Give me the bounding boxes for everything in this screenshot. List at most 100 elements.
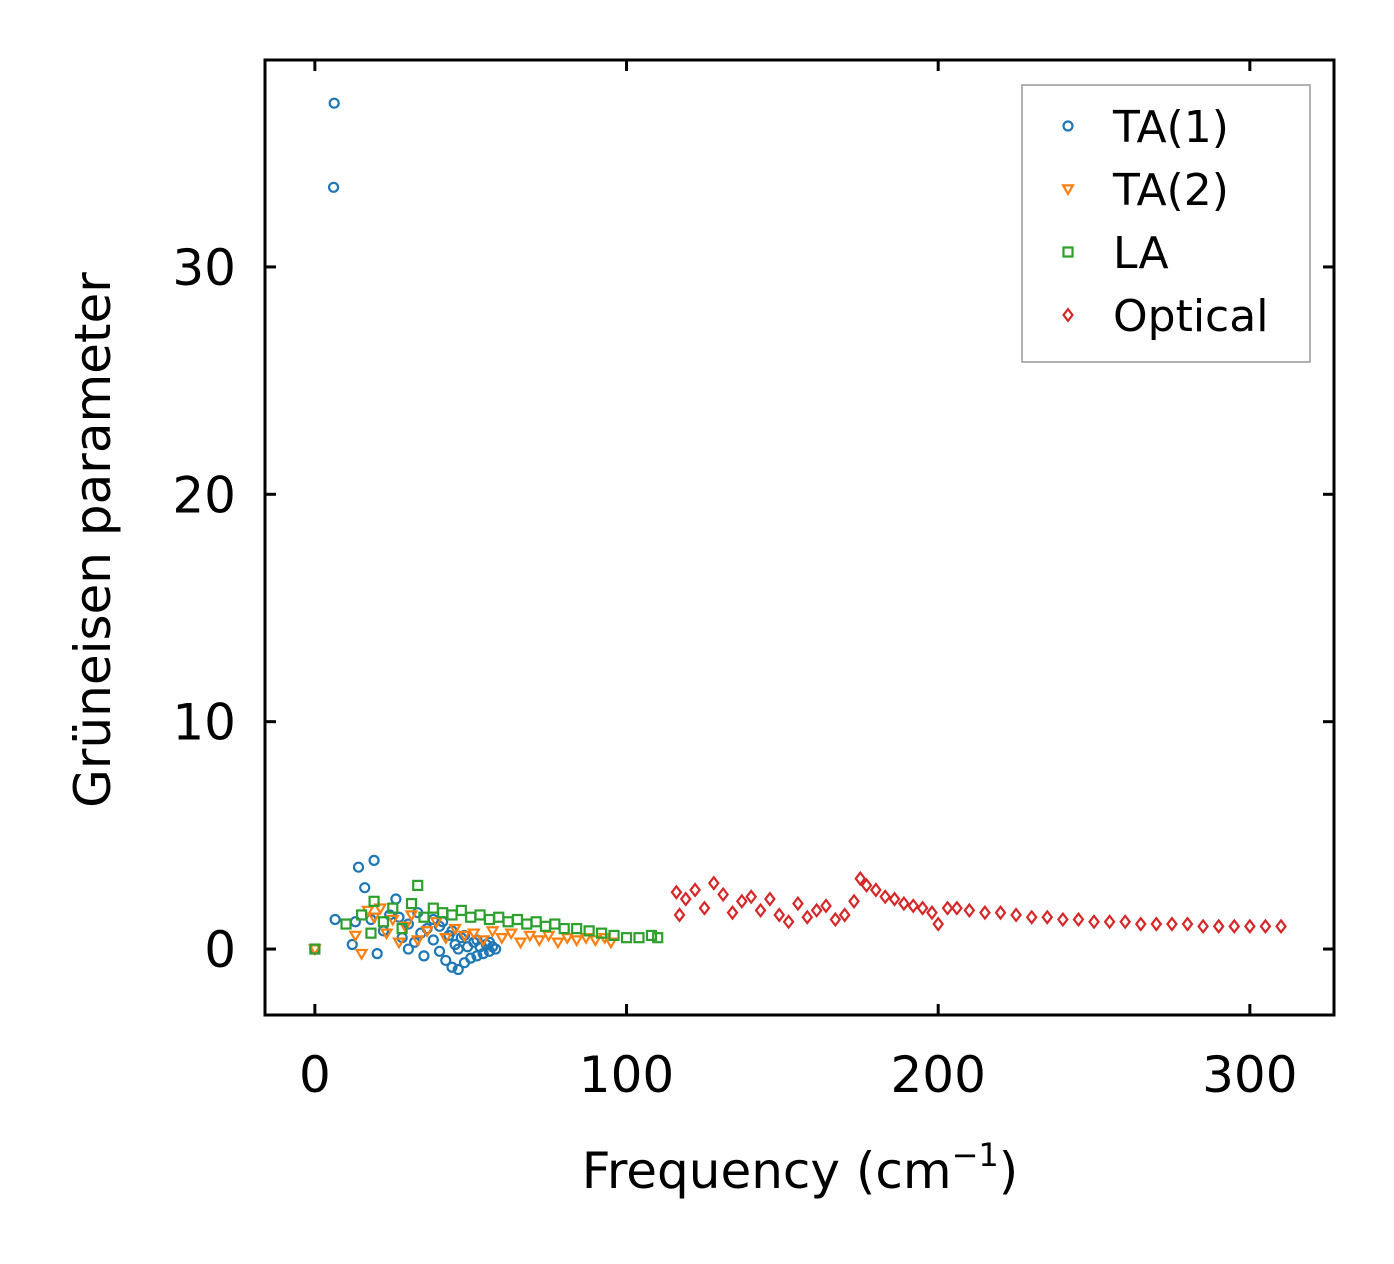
data-point <box>810 902 823 919</box>
data-point <box>773 907 786 923</box>
data-point <box>689 882 701 898</box>
data-point <box>377 916 390 928</box>
data-point <box>359 882 371 894</box>
data-point <box>735 893 748 909</box>
data-point <box>926 905 938 921</box>
data-point <box>327 181 340 193</box>
data-point <box>446 961 458 973</box>
data-point <box>679 891 692 907</box>
data-point <box>354 948 369 961</box>
data-point <box>418 950 430 962</box>
series-optical <box>670 870 1287 934</box>
data-point <box>521 918 533 930</box>
data-point <box>440 954 452 967</box>
legend-entry: TA(1) <box>1062 102 1229 153</box>
data-point <box>1228 918 1241 934</box>
data-point <box>569 935 584 948</box>
data-point <box>1197 918 1209 934</box>
data-point <box>405 897 418 910</box>
data-point <box>1025 909 1038 925</box>
data-point <box>476 935 491 948</box>
series-ta-1- <box>309 97 502 976</box>
data-point <box>392 937 406 950</box>
data-point <box>429 917 444 929</box>
data-point <box>328 97 340 109</box>
data-point <box>513 937 528 950</box>
data-point <box>329 913 341 926</box>
data-point <box>764 891 776 907</box>
data-point <box>365 927 377 939</box>
data-point <box>532 935 547 948</box>
y-tick-label: 20 <box>172 466 236 524</box>
x-tick-label: 0 <box>299 1046 331 1104</box>
data-point <box>373 903 388 916</box>
data-point <box>452 943 464 955</box>
data-point <box>907 898 920 914</box>
data-point <box>402 943 414 955</box>
data-point <box>608 929 620 942</box>
data-point <box>1056 911 1069 928</box>
data-point <box>579 932 593 945</box>
legend: TA(1) TA(2) LA Optical <box>1021 84 1311 363</box>
data-point <box>539 920 552 932</box>
data-point <box>309 943 321 955</box>
legend-box <box>1021 84 1311 363</box>
y-tick-label: 0 <box>204 921 236 979</box>
data-point <box>707 875 720 891</box>
legend-marker <box>1062 120 1074 132</box>
data-point <box>1041 909 1054 925</box>
data-point <box>427 902 439 914</box>
data-point <box>457 930 472 943</box>
data-point <box>1119 914 1132 930</box>
data-point <box>412 879 424 891</box>
axis-ticks <box>265 60 1334 1015</box>
data-point <box>571 922 583 935</box>
data-point <box>485 926 500 939</box>
data-point <box>698 900 711 916</box>
data-point <box>820 898 832 914</box>
data-point <box>1010 907 1022 923</box>
data-point <box>620 932 633 944</box>
data-point <box>483 913 495 926</box>
data-point <box>367 912 381 925</box>
data-point <box>1275 918 1287 934</box>
data-point <box>396 922 408 935</box>
data-point <box>523 930 537 943</box>
data-point <box>368 854 380 866</box>
data-point <box>869 882 882 898</box>
data-point <box>898 895 910 912</box>
legend-marker <box>1061 184 1075 197</box>
data-point <box>860 877 873 894</box>
data-point <box>595 927 608 939</box>
series-la <box>309 879 664 955</box>
tick-labels: 0 100 200 300 0 10 20 30 <box>172 239 1297 1104</box>
data-point <box>549 918 561 930</box>
data-point <box>745 889 758 905</box>
data-point <box>433 945 446 957</box>
data-point <box>511 913 524 926</box>
data-point <box>385 914 400 927</box>
legend-marker <box>1062 307 1074 323</box>
data-point <box>726 905 739 921</box>
data-point <box>670 884 683 900</box>
data-point <box>390 893 402 905</box>
data-point <box>437 907 449 919</box>
data-point <box>1150 916 1163 932</box>
data-point <box>1103 914 1116 930</box>
data-point <box>495 932 509 945</box>
data-point <box>502 916 514 928</box>
x-axis-label-superscript: −1 <box>952 1136 999 1174</box>
legend-entry: LA <box>1062 228 1169 279</box>
x-tick-label: 300 <box>1202 1046 1297 1104</box>
data-point <box>1181 916 1194 932</box>
data-point <box>1134 916 1147 932</box>
x-tick-label: 200 <box>890 1046 985 1104</box>
data-point <box>465 911 477 923</box>
data-point <box>340 918 352 930</box>
data-point <box>633 932 645 944</box>
data-point <box>346 938 358 951</box>
data-point <box>888 891 901 907</box>
data-point <box>951 900 963 916</box>
data-point <box>1072 911 1085 928</box>
